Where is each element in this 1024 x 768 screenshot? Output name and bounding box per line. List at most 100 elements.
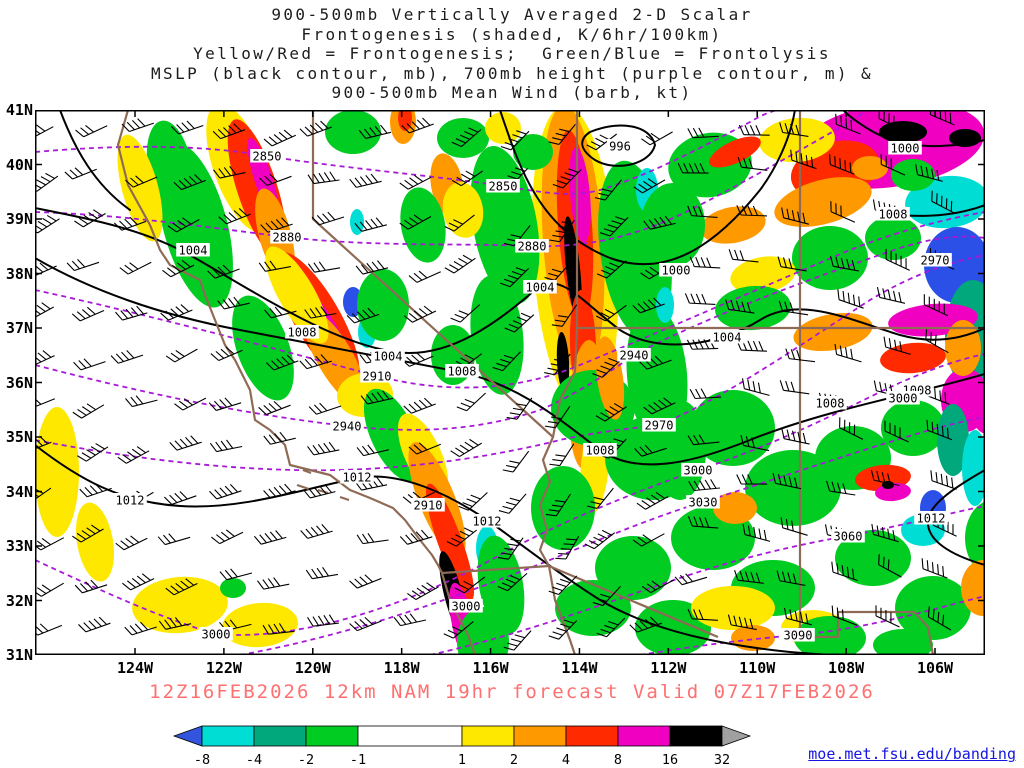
wind-barb <box>407 582 439 601</box>
svg-text:3090: 3090 <box>784 629 813 643</box>
wind-barb <box>307 441 340 456</box>
wind-barb <box>458 492 488 511</box>
wind-barb <box>596 617 626 638</box>
wind-barb <box>776 570 806 586</box>
svg-text:1008: 1008 <box>288 326 317 340</box>
wind-barb <box>210 346 243 361</box>
lon-label: 110W <box>739 659 776 677</box>
map-frame <box>35 110 985 655</box>
wind-barb <box>35 396 56 409</box>
wind-barb <box>124 621 157 636</box>
lon-label: 118W <box>383 659 420 677</box>
colorbar-segment <box>513 725 567 747</box>
wind-barb <box>876 287 906 304</box>
wind-barb <box>121 118 155 133</box>
wind-barb <box>497 537 524 560</box>
wind-barb <box>885 248 910 271</box>
title-line-1: 900-500mb Vertically Averaged 2-D Scalar <box>271 5 753 24</box>
wind-barb <box>209 484 242 500</box>
wind-barb <box>830 201 856 223</box>
wind-barb <box>299 354 332 370</box>
wind-barb <box>354 217 387 232</box>
wind-barb <box>444 254 476 274</box>
lon-label: 106W <box>916 659 954 677</box>
wind-barb <box>595 403 627 422</box>
svg-text:1008: 1008 <box>879 208 908 222</box>
wind-barb <box>408 442 442 455</box>
wind-barb <box>450 438 482 458</box>
wind-barb <box>75 124 108 138</box>
wind-barb <box>35 350 55 368</box>
wind-barb <box>170 120 204 135</box>
banding-link[interactable]: moe.met.fsu.edu/banding <box>808 745 1016 763</box>
colorbar-tick-label: 16 <box>662 752 678 768</box>
wind-barb <box>403 305 437 323</box>
lon-label: 124W <box>116 659 154 677</box>
wind-barb <box>77 443 109 462</box>
wind-barb <box>834 343 862 363</box>
wind-barb <box>259 173 292 186</box>
lat-label: 32N <box>5 591 33 610</box>
svg-text:1000: 1000 <box>662 264 691 278</box>
wind-barb <box>346 307 380 324</box>
wind-barb <box>742 524 771 542</box>
colorbar-segment <box>617 725 671 747</box>
wind-barb <box>870 469 900 487</box>
svg-text:2910: 2910 <box>363 370 392 384</box>
wind-barb <box>502 450 530 473</box>
wind-barb <box>641 131 673 146</box>
wind-barb <box>207 264 240 279</box>
svg-text:2880: 2880 <box>273 231 302 245</box>
lon-label: 114W <box>561 659 598 677</box>
lon-label: 120W <box>294 659 331 677</box>
wind-barb <box>167 217 200 233</box>
wind-barb <box>643 397 676 415</box>
lat-label: 34N <box>5 482 33 501</box>
height-contours-layer <box>35 110 985 655</box>
lat-label: 35N <box>5 428 33 446</box>
lat-label: 39N <box>5 210 33 228</box>
svg-text:1000: 1000 <box>891 142 920 156</box>
svg-text:1012: 1012 <box>343 471 372 485</box>
wind-barb <box>303 484 336 499</box>
wind-barb <box>307 171 340 185</box>
colorbar-tick-label: 1 <box>458 752 466 768</box>
wind-barb <box>839 417 864 440</box>
wind-barb <box>688 479 721 492</box>
wind-barb <box>73 358 106 371</box>
wind-barb <box>399 214 432 230</box>
contour-labels-layer: 996 1000 1000 1004 1004 1004 1004 1008 1008 1008 1… <box>113 139 952 643</box>
wind-barb <box>356 444 390 457</box>
wind-barb <box>498 493 527 514</box>
wind-barb <box>504 312 535 333</box>
wind-barb <box>258 260 291 272</box>
wind-barb <box>592 357 622 378</box>
wind-barb <box>456 392 486 412</box>
wind-barb <box>636 491 669 510</box>
wind-barb <box>393 613 427 627</box>
wind-barb <box>544 353 571 376</box>
svg-text:2940: 2940 <box>333 420 362 434</box>
wind-barb <box>74 579 108 594</box>
wind-barb <box>736 205 768 217</box>
wind-barb <box>688 516 719 529</box>
wind-barb <box>78 616 111 633</box>
wind-barb <box>125 175 158 188</box>
wind-barb <box>875 605 900 628</box>
svg-text:3030: 3030 <box>689 496 718 510</box>
state-borders-layer <box>116 110 985 655</box>
wind-barb <box>689 256 721 269</box>
wind-barb <box>829 154 855 175</box>
wind-barb <box>209 439 243 453</box>
colorbar-tick-label: 4 <box>562 752 570 768</box>
wind-barb <box>548 575 578 596</box>
colorbar-tick-label: 8 <box>614 752 622 768</box>
wind-barb <box>160 304 193 321</box>
lat-label: 37N <box>5 319 33 337</box>
wind-barb <box>451 127 482 148</box>
colorbar-tick-label: 2 <box>510 752 518 768</box>
svg-text:2940: 2940 <box>620 349 649 363</box>
wind-barb <box>117 446 150 464</box>
wind-barb <box>779 122 809 137</box>
